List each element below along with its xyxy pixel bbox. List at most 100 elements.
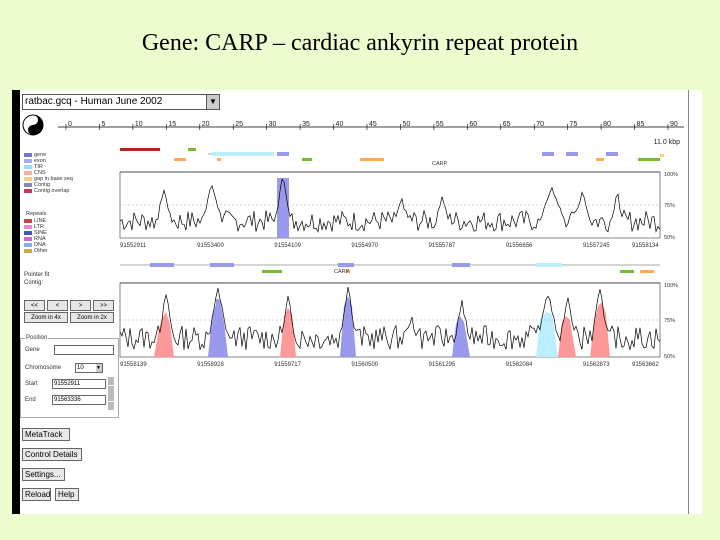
panel1-gene-label: CARP [432,161,448,167]
legend-label: CNS [34,170,46,176]
scale-unit: 11.0 kbp [654,139,680,146]
scale-ruler: 0 5 10 15 20 25 30 35 40 45 50 55 60 65 70 75 80 85 90 11.… [58,121,684,146]
position-legend: Position [25,335,49,341]
panel1-pct-mid: 75% [664,203,675,209]
vertical-scrollbar[interactable] [688,90,702,514]
feature-legend: gene exon TIR CNS gap in base seq Contig Conti… [24,152,114,194]
alignment-view[interactable]: CARP 100% 75% 50% 91552911 91553400 915541… [112,146,688,414]
panel2-plot: 100% 75% 50% 91558139 91558928 91559717 915… [119,282,678,368]
legend-swatch [24,248,32,253]
scroll-right-button[interactable]: > [70,300,91,311]
legend-swatch [24,152,32,157]
meta-track-button[interactable]: MetaTrack [22,428,70,441]
legend-item: gene [24,152,114,158]
screenshot-panel: ratbac.gcq - Human June 2002 ▼ 0 5 10 15 20 2… [12,90,702,514]
chromosome-label: Chromosome [25,365,62,371]
legend-label: Contig [34,182,50,188]
chromosome-select[interactable]: 10 ▼ [75,363,103,373]
end-spin-down[interactable] [108,402,114,410]
legend-item: Contig overlap [24,188,114,194]
end-spin-up[interactable] [108,393,114,401]
control-details-button[interactable]: Control Details [22,448,82,461]
legend-swatch [24,236,32,241]
scale-tick-label: 80 [603,121,611,128]
assembly-select-value: ratbac.gcq - Human June 2002 [25,96,163,107]
scale-tick-label: 35 [302,121,310,128]
scale-tick-label: 90 [670,121,678,128]
legend-item: DNA [24,242,114,248]
zoom-in-4x-button[interactable]: Zoom in 4x [24,312,68,323]
coordinate-label: 91557245 [583,243,610,249]
coordinate-label: 91562873 [583,362,610,368]
repeats-legend: LINE LTR SINE RNA DNA Other [24,218,114,254]
chevron-down-icon[interactable]: ▼ [96,364,102,372]
panel1-plot: 100% 75% 50% 91552911 91553400 91554109 915… [119,171,678,249]
scale-tick-label: 75 [570,121,578,128]
panel2-pct-top: 100% [664,283,678,289]
end-label: End [25,397,36,403]
legend-swatch [24,242,32,247]
legend-item: Other [24,248,114,254]
legend-swatch [24,158,32,163]
legend-swatch [24,230,32,235]
position-fieldset: Position Gene Chromosome 10 ▼ Start 9155… [20,335,119,418]
legend-item: SINE [24,230,114,236]
legend-label: Contig overlap [34,188,70,194]
start-input[interactable]: 91552911 [52,379,106,389]
window-edge [12,90,20,514]
start-spin-up[interactable] [108,377,114,385]
panel1-tracks: CARP [120,148,664,167]
assembly-select[interactable]: ratbac.gcq - Human June 2002 ▼ [22,94,220,110]
panel2-pct-mid: 75% [664,318,675,324]
settings-button[interactable]: Settings... [22,468,65,481]
scale-tick-label: 50 [402,121,410,128]
coordinate-label: 91554109 [274,243,301,249]
legend-item: Contig [24,182,114,188]
scale-tick-label: 15 [168,121,176,128]
coordinate-label: 91561295 [429,362,456,368]
panel2-tracks: CARP [120,263,660,275]
scale-tick-label: 60 [469,121,477,128]
chevron-down-icon[interactable]: ▼ [206,95,219,109]
legend-swatch [24,224,32,229]
end-input[interactable]: 91563336 [52,395,106,405]
coordinate-label: 91555787 [429,243,456,249]
scroll-far-left-button[interactable]: << [24,300,45,311]
contig-label: Contig: [24,280,44,286]
scale-tick-label: 40 [336,121,344,128]
legend-item: CNS [24,170,114,176]
legend-item: RNA [24,236,114,242]
scroll-far-right-button[interactable]: >> [93,300,114,311]
legend-item: exon [24,158,114,164]
reload-button[interactable]: Reload [22,488,51,501]
slide-title: Gene: CARP – cardiac ankyrin repeat prot… [141,30,579,56]
legend-label: gap in base seq [34,176,73,182]
coordinate-label: 91556656 [506,243,533,249]
legend-swatch [24,182,32,187]
scroll-left-button[interactable]: < [47,300,68,311]
scale-tick-label: 25 [235,121,243,128]
scale-tick-label: 45 [369,121,377,128]
scale-tick-label: 30 [269,121,277,128]
legend-item: TIR [24,164,114,170]
coordinate-label: 91560500 [351,362,378,368]
scale-tick-label: 5 [101,121,105,128]
repeats-label: Repeats [26,211,47,217]
scale-tick-label: 20 [202,121,210,128]
legend-label: Other [34,248,48,254]
coordinate-label: 91559717 [274,362,301,368]
coordinate-label: 91558139 [120,362,147,368]
scale-tick-label: 85 [637,121,645,128]
coordinate-label: 91558134 [632,243,659,249]
zoom-in-2x-button[interactable]: Zoom in 2x [70,312,114,323]
legend-label: RNA [34,236,46,242]
panel1-pct-bot: 50% [664,235,675,241]
scale-tick-label: 10 [135,121,143,128]
help-button[interactable]: Help [55,488,79,501]
start-spin-down[interactable] [108,386,114,394]
gene-input[interactable] [54,345,114,355]
legend-item: LTR [24,224,114,230]
coordinate-label: 91554970 [351,243,378,249]
scale-tick-label: 65 [503,121,511,128]
legend-label: SINE [34,230,47,236]
